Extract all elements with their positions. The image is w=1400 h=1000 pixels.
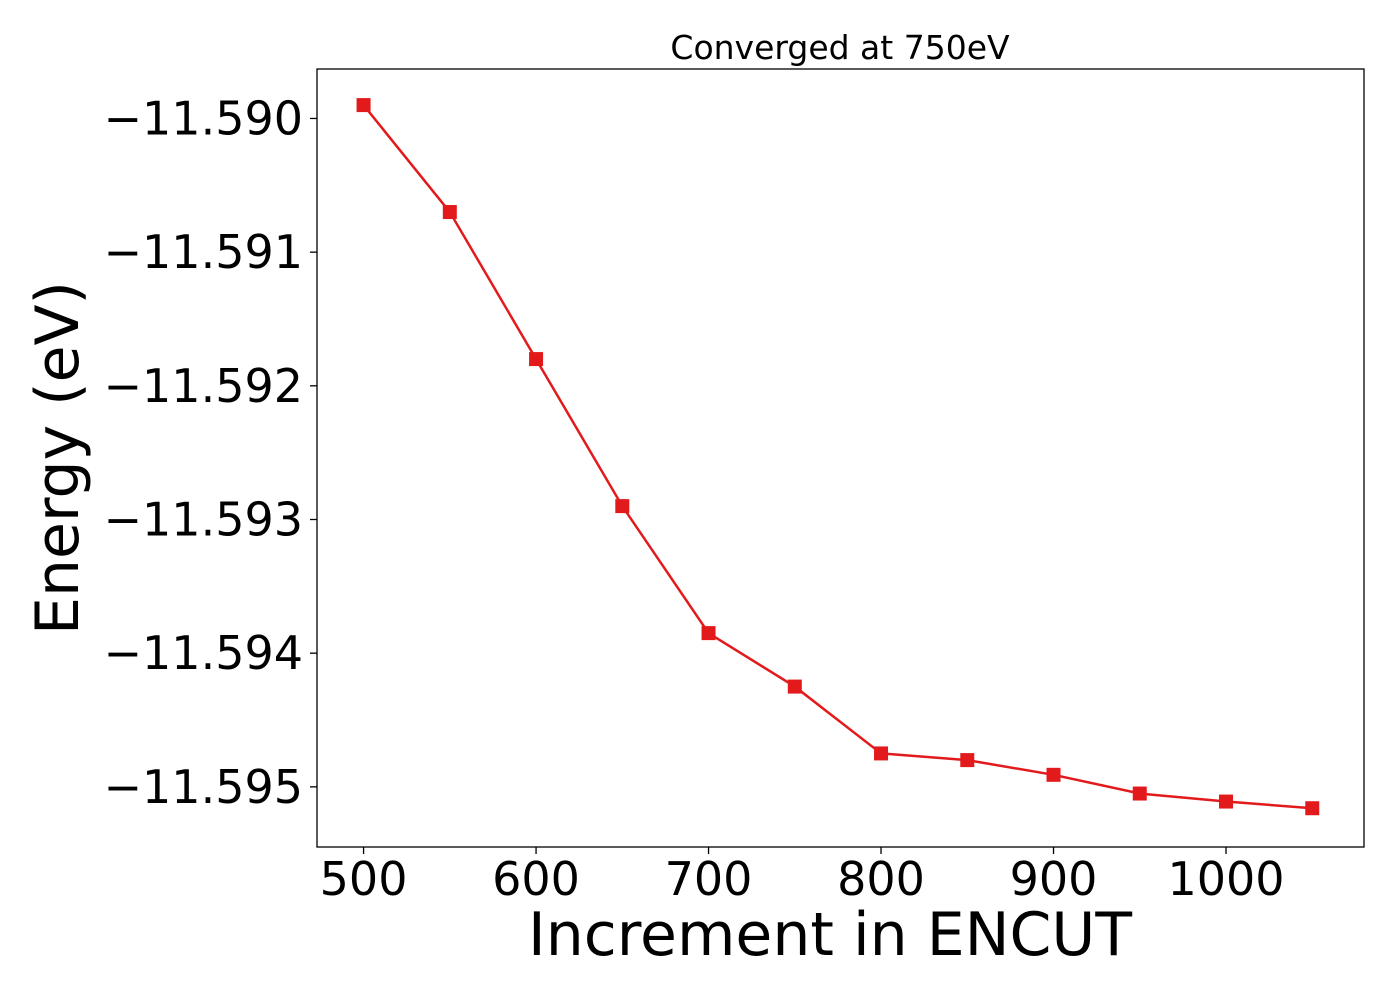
x-axis: 500 600 700 800 900 1000 <box>320 847 1285 906</box>
x-tick-label: 500 <box>320 852 408 906</box>
chart-title: Converged at 750eV <box>670 28 1010 67</box>
data-point <box>1046 767 1061 782</box>
y-tick-label: −11.592 <box>104 359 304 413</box>
y-axis: −11.590 −11.591 −11.592 −11.593 −11.594 −11.5… <box>104 91 317 814</box>
y-tick-label: −11.593 <box>104 492 304 546</box>
data-point <box>787 679 802 694</box>
data-point <box>1132 786 1147 801</box>
data-point <box>356 98 371 113</box>
data-point <box>529 352 544 367</box>
data-point <box>442 205 457 220</box>
y-tick-label: −11.594 <box>104 626 304 680</box>
data-point <box>615 499 630 514</box>
data-point <box>701 626 716 641</box>
data-point <box>1305 801 1320 816</box>
x-axis-label: Increment in ENCUT <box>528 900 1132 970</box>
data-point <box>874 746 889 761</box>
x-tick-label: 800 <box>837 852 925 906</box>
data-point <box>1219 794 1234 809</box>
y-tick-label: −11.595 <box>104 760 304 814</box>
data-point <box>960 753 975 768</box>
x-tick-label: 600 <box>492 852 580 906</box>
x-tick-label: 1000 <box>1167 852 1284 906</box>
x-tick-label: 900 <box>1010 852 1098 906</box>
plot-area <box>356 98 1320 816</box>
y-tick-label: −11.590 <box>104 91 304 145</box>
series-line <box>362 104 1313 810</box>
y-tick-label: −11.591 <box>104 225 304 279</box>
y-axis-label: Energy (eV) <box>23 281 93 635</box>
x-tick-label: 700 <box>665 852 753 906</box>
plot-frame <box>316 68 1365 848</box>
